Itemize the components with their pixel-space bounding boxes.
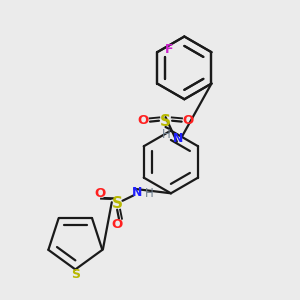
Text: S: S xyxy=(160,114,171,129)
Text: H: H xyxy=(145,188,154,200)
Text: O: O xyxy=(138,114,149,127)
Text: O: O xyxy=(94,188,106,200)
Text: O: O xyxy=(183,114,194,127)
Text: S: S xyxy=(71,268,80,281)
Text: S: S xyxy=(112,196,123,211)
Text: H: H xyxy=(162,128,171,141)
Text: N: N xyxy=(173,132,184,145)
Text: N: N xyxy=(132,186,142,199)
Text: O: O xyxy=(112,218,123,231)
Text: F: F xyxy=(165,43,173,56)
